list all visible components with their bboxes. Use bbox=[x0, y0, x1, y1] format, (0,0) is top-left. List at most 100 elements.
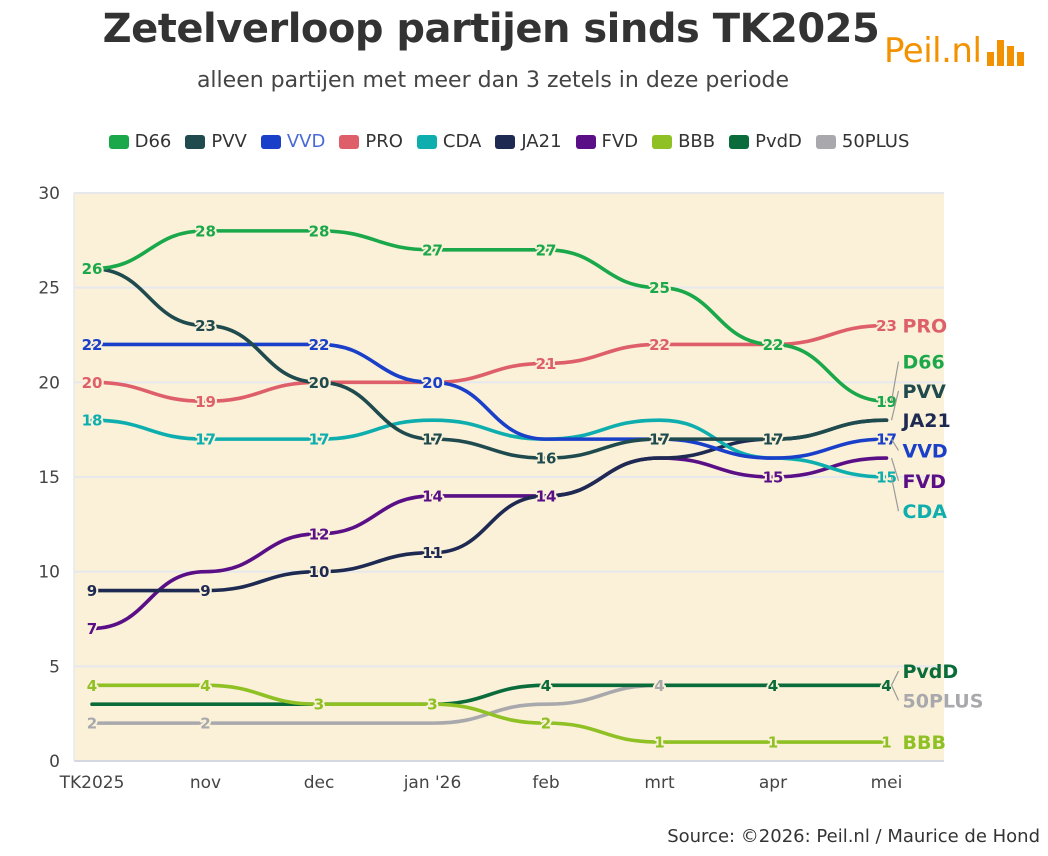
data-label: 4 bbox=[541, 677, 551, 695]
series-line-d66 bbox=[90, 229, 889, 404]
y-tick-label: 15 bbox=[38, 468, 60, 488]
data-label: 17 bbox=[309, 431, 330, 449]
data-label: 4 bbox=[881, 677, 891, 695]
x-tick-label: mrt bbox=[644, 773, 675, 793]
data-label: 18 bbox=[82, 412, 103, 430]
data-label: 9 bbox=[200, 582, 210, 600]
data-label: 4 bbox=[768, 677, 778, 695]
legend-label: 50PLUS bbox=[841, 131, 910, 152]
legend-label: D66 bbox=[134, 131, 172, 152]
data-label: 25 bbox=[649, 279, 670, 297]
end-label: PVV bbox=[903, 381, 947, 403]
data-label: 12 bbox=[309, 525, 330, 543]
data-label: 1 bbox=[654, 734, 664, 752]
x-tick-label: feb bbox=[532, 773, 559, 793]
end-label: JA21 bbox=[901, 410, 951, 432]
legend-swatch bbox=[729, 134, 750, 149]
data-label: 10 bbox=[309, 563, 330, 581]
legend-swatch bbox=[652, 134, 673, 149]
data-label: 17 bbox=[763, 431, 784, 449]
x-tick-label: jan '26 bbox=[403, 773, 462, 793]
series-line-fvd bbox=[90, 456, 889, 631]
end-label: PvdD bbox=[903, 661, 959, 683]
data-label: 4 bbox=[87, 677, 97, 695]
data-label: 28 bbox=[309, 222, 330, 240]
data-label: 11 bbox=[422, 544, 443, 562]
data-label: 23 bbox=[195, 317, 216, 335]
chart-legend: D66 PVV VVD PRO CDA JA21 FVD BBB PvdD 50PLUS bbox=[0, 131, 1018, 152]
series-line-bbb bbox=[90, 683, 889, 744]
legend-label: JA21 bbox=[521, 131, 562, 152]
data-label: 2 bbox=[200, 715, 210, 733]
chart-title: Zetelverloop partijen sinds TK2025 bbox=[102, 6, 880, 52]
data-label: 1 bbox=[768, 734, 778, 752]
series-line-pvv bbox=[90, 266, 889, 460]
data-label: 1 bbox=[881, 734, 891, 752]
legend-item-d66[interactable]: D66 bbox=[108, 131, 172, 152]
logo-bars-icon bbox=[987, 40, 1025, 66]
legend-swatch bbox=[108, 134, 129, 149]
data-label: 27 bbox=[536, 241, 557, 259]
data-label: 7 bbox=[87, 620, 97, 638]
end-label: D66 bbox=[903, 352, 945, 374]
leader-line bbox=[890, 670, 900, 686]
data-label: 17 bbox=[195, 431, 216, 449]
legend-swatch bbox=[815, 134, 836, 149]
y-tick-label: 25 bbox=[38, 279, 60, 299]
legend-swatch bbox=[575, 134, 596, 149]
data-label: 22 bbox=[763, 336, 784, 354]
leader-line bbox=[890, 457, 900, 481]
legend-item-pvv[interactable]: PVV bbox=[185, 131, 247, 152]
chart-subtitle: alleen partijen met meer dan 3 zetels in… bbox=[196, 68, 790, 93]
legend-item-cda[interactable]: CDA bbox=[416, 131, 482, 152]
legend-label: PVV bbox=[211, 131, 247, 152]
legend-item-bbb[interactable]: BBB bbox=[652, 131, 715, 152]
legend-item-vvd[interactable]: VVD bbox=[260, 131, 326, 152]
data-label: 14 bbox=[422, 487, 443, 505]
data-label: 3 bbox=[314, 696, 324, 714]
data-label: 20 bbox=[422, 374, 443, 392]
logo-text: Peil.nl bbox=[884, 31, 982, 71]
data-label: 15 bbox=[763, 469, 784, 487]
legend-swatch bbox=[495, 134, 516, 149]
data-label: 14 bbox=[536, 487, 557, 505]
data-label: 27 bbox=[422, 241, 443, 259]
end-label: FVD bbox=[903, 471, 946, 493]
end-label: BBB bbox=[903, 732, 946, 754]
data-label: 19 bbox=[195, 393, 216, 411]
legend-label: BBB bbox=[678, 131, 716, 152]
data-label: 4 bbox=[654, 677, 664, 695]
data-label: 28 bbox=[195, 222, 216, 240]
legend-item-ja21[interactable]: JA21 bbox=[495, 131, 562, 152]
data-label: 22 bbox=[82, 336, 103, 354]
legend-label: VVD bbox=[286, 131, 326, 152]
legend-item-pvdd[interactable]: PvdD bbox=[729, 131, 802, 152]
peil-logo: Peil.nl bbox=[884, 26, 1025, 72]
leader-line bbox=[890, 438, 900, 451]
data-label: 26 bbox=[82, 260, 103, 278]
legend-item-fvd[interactable]: FVD bbox=[575, 131, 639, 152]
end-label: PRO bbox=[903, 316, 948, 338]
data-label: 9 bbox=[87, 582, 97, 600]
data-label: 3 bbox=[427, 696, 437, 714]
data-label: 2 bbox=[87, 715, 97, 733]
legend-item-50plus[interactable]: 50PLUS bbox=[815, 131, 910, 152]
legend-label: CDA bbox=[442, 131, 482, 152]
legend-item-pro[interactable]: PRO bbox=[339, 131, 403, 152]
source-credit: Source: ©2026: Peil.nl / Maurice de Hond bbox=[667, 826, 1040, 847]
data-label: 21 bbox=[536, 355, 557, 373]
end-label: VVD bbox=[903, 440, 948, 462]
data-label: 2 bbox=[541, 715, 551, 733]
y-tick-label: 10 bbox=[38, 563, 60, 583]
x-tick-label: TK2025 bbox=[59, 773, 125, 793]
leader-line bbox=[890, 361, 900, 402]
data-label: 23 bbox=[876, 317, 897, 335]
data-label: 16 bbox=[536, 450, 557, 468]
data-label: 20 bbox=[309, 374, 330, 392]
legend-label: FVD bbox=[601, 131, 639, 152]
end-label: 50PLUS bbox=[903, 690, 984, 712]
leader-line bbox=[890, 390, 900, 421]
y-tick-label: 30 bbox=[38, 184, 60, 204]
data-label: 17 bbox=[649, 431, 670, 449]
